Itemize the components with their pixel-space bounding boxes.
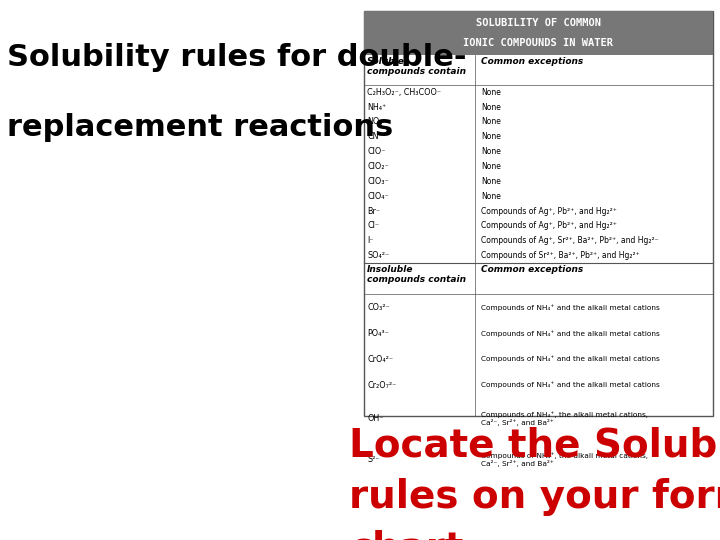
- Text: C₂H₃O₂⁻, CH₃COO⁻: C₂H₃O₂⁻, CH₃COO⁻: [367, 87, 441, 97]
- Text: None: None: [481, 103, 501, 112]
- Text: None: None: [481, 87, 501, 97]
- Text: I⁻: I⁻: [367, 236, 374, 245]
- Text: Compounds of Ag⁺, Sr²⁺, Ba²⁺, Pb²⁺, and Hg₂²⁻: Compounds of Ag⁺, Sr²⁺, Ba²⁺, Pb²⁺, and …: [481, 236, 659, 245]
- Text: ClO₃⁻: ClO₃⁻: [367, 177, 389, 186]
- Text: Locate the Solubility: Locate the Solubility: [349, 427, 720, 464]
- Text: Compounds of Sr²⁺, Ba²⁺, Pb²⁺, and Hg₂²⁺: Compounds of Sr²⁺, Ba²⁺, Pb²⁺, and Hg₂²⁺: [481, 251, 640, 260]
- Text: CN⁻: CN⁻: [367, 132, 383, 141]
- Text: Br⁻: Br⁻: [367, 206, 380, 215]
- Text: None: None: [481, 192, 501, 201]
- Text: Insoluble
compounds contain: Insoluble compounds contain: [367, 265, 467, 284]
- Text: None: None: [481, 132, 501, 141]
- Text: Cl⁻: Cl⁻: [367, 221, 379, 231]
- Text: Compounds of NH₄⁺ and the alkali metal cations: Compounds of NH₄⁺ and the alkali metal c…: [481, 356, 660, 362]
- Text: Solubility rules for double-: Solubility rules for double-: [7, 43, 467, 72]
- Text: Soluble
compounds contain: Soluble compounds contain: [367, 57, 467, 76]
- Text: IONIC COMPOUNDS IN WATER: IONIC COMPOUNDS IN WATER: [463, 38, 613, 48]
- Bar: [364, 11, 713, 55]
- Text: Compounds of NH₄⁺, the alkali metal cations,
Ca²⁻, Sr²⁺, and Ba²⁺: Compounds of NH₄⁺, the alkali metal cati…: [481, 411, 648, 426]
- Text: chart.: chart.: [349, 529, 479, 540]
- Text: Cr₂O₇²⁻: Cr₂O₇²⁻: [367, 381, 397, 389]
- Text: None: None: [481, 177, 501, 186]
- Text: None: None: [481, 117, 501, 126]
- Text: Compounds of NH₄⁺ and the alkali metal cations: Compounds of NH₄⁺ and the alkali metal c…: [481, 304, 660, 310]
- Text: None: None: [481, 162, 501, 171]
- Text: Compounds of Ag⁺, Pb²⁺, and Hg₂²⁺: Compounds of Ag⁺, Pb²⁺, and Hg₂²⁺: [481, 206, 617, 215]
- Text: CO₃²⁻: CO₃²⁻: [367, 303, 390, 312]
- Text: Compounds of Ag⁺, Pb²⁺, and Hg₂²⁺: Compounds of Ag⁺, Pb²⁺, and Hg₂²⁺: [481, 221, 617, 231]
- Text: Common exceptions: Common exceptions: [481, 57, 583, 66]
- Text: None: None: [481, 147, 501, 156]
- Text: ClO⁻: ClO⁻: [367, 147, 386, 156]
- Text: OH⁻: OH⁻: [367, 414, 384, 423]
- Text: Compounds of NH₄⁺ and the alkali metal cations: Compounds of NH₄⁺ and the alkali metal c…: [481, 382, 660, 388]
- Text: SO₄²⁻: SO₄²⁻: [367, 251, 390, 260]
- Text: Compounds of NH₄⁺, the alkali metal cations,
Ca²⁻, Sr²⁺, and Ba²⁺: Compounds of NH₄⁺, the alkali metal cati…: [481, 452, 648, 467]
- Text: Compounds of NH₄⁺ and the alkali metal cations: Compounds of NH₄⁺ and the alkali metal c…: [481, 330, 660, 336]
- Text: replacement reactions: replacement reactions: [7, 113, 393, 143]
- Text: PO₄³⁻: PO₄³⁻: [367, 329, 389, 338]
- Text: ClO₂⁻: ClO₂⁻: [367, 162, 389, 171]
- Text: ClO₄⁻: ClO₄⁻: [367, 192, 389, 201]
- Text: S²⁻: S²⁻: [367, 455, 380, 464]
- Text: rules on your formula: rules on your formula: [349, 478, 720, 516]
- Text: SOLUBILITY OF COMMON: SOLUBILITY OF COMMON: [476, 18, 600, 28]
- Bar: [364, 11, 713, 416]
- Text: Common exceptions: Common exceptions: [481, 265, 583, 274]
- Text: NH₄⁺: NH₄⁺: [367, 103, 387, 112]
- Text: CrO₄²⁻: CrO₄²⁻: [367, 355, 393, 363]
- Text: NO₃⁻: NO₃⁻: [367, 117, 387, 126]
